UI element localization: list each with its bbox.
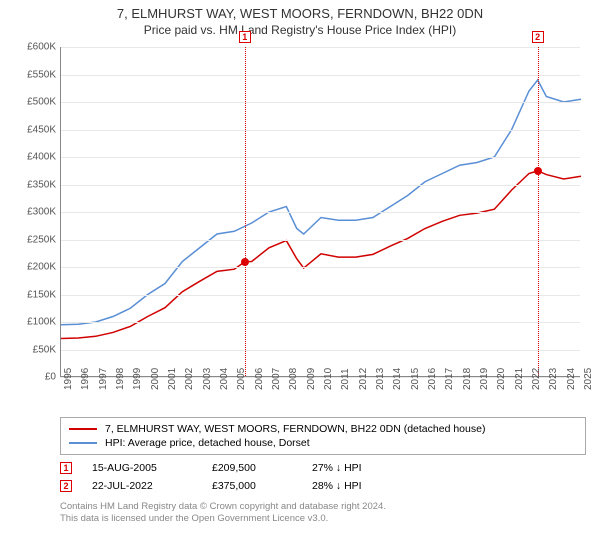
sales-table: 1 15-AUG-2005 £209,500 27% ↓ HPI 2 22-JUL-202… [60, 459, 586, 495]
x-axis-label: 2021 [514, 368, 525, 390]
footer-line1: Contains HM Land Registry data © Crown c… [60, 501, 586, 513]
sale-price: £209,500 [212, 462, 292, 474]
chart-header: 7, ELMHURST WAY, WEST MOORS, FERNDOWN, B… [0, 0, 600, 41]
x-axis-label: 2025 [583, 368, 594, 390]
sale-hpi: 27% ↓ HPI [312, 462, 412, 474]
x-axis-label: 2010 [323, 368, 334, 390]
marker-vline [245, 47, 246, 376]
x-axis-label: 2003 [202, 368, 213, 390]
x-axis-label: 2015 [410, 368, 421, 390]
x-axis-label: 2011 [340, 368, 351, 390]
y-axis-label: £400K [27, 152, 56, 163]
legend-label: HPI: Average price, detached house, Dors… [105, 437, 310, 449]
y-axis-label: £300K [27, 207, 56, 218]
marker-vline [538, 47, 539, 376]
x-axis-label: 2002 [184, 368, 195, 390]
x-axis-label: 2006 [254, 368, 265, 390]
legend-item: HPI: Average price, detached house, Dors… [69, 436, 577, 450]
footer-line2: This data is licensed under the Open Gov… [60, 513, 586, 525]
sale-row: 2 22-JUL-2022 £375,000 28% ↓ HPI [60, 477, 586, 495]
marker-dot [241, 258, 249, 266]
y-axis-label: £250K [27, 234, 56, 245]
legend-label: 7, ELMHURST WAY, WEST MOORS, FERNDOWN, B… [105, 423, 485, 435]
x-axis-label: 2009 [306, 368, 317, 390]
series-hpi [61, 80, 581, 325]
x-axis-label: 2007 [271, 368, 282, 390]
x-axis-label: 2014 [392, 368, 403, 390]
sale-marker: 1 [60, 462, 72, 474]
legend-swatch [69, 428, 97, 430]
marker-box: 2 [532, 31, 544, 43]
x-axis-label: 2017 [444, 368, 455, 390]
marker-dot [534, 167, 542, 175]
series-property [61, 171, 581, 339]
y-axis-label: £150K [27, 289, 56, 300]
sale-row: 1 15-AUG-2005 £209,500 27% ↓ HPI [60, 459, 586, 477]
x-axis-label: 2016 [427, 368, 438, 390]
x-axis-label: 1998 [115, 368, 126, 390]
x-axis-label: 2018 [462, 368, 473, 390]
plot-region: 12 [60, 47, 580, 377]
sale-date: 15-AUG-2005 [92, 462, 192, 474]
x-axis-label: 2000 [150, 368, 161, 390]
sale-date: 22-JUL-2022 [92, 480, 192, 492]
footer-attribution: Contains HM Land Registry data © Crown c… [60, 501, 586, 526]
y-axis-label: £550K [27, 69, 56, 80]
y-axis-label: £350K [27, 179, 56, 190]
y-axis-label: £200K [27, 262, 56, 273]
x-axis-label: 2001 [167, 368, 178, 390]
y-axis-label: £50K [33, 344, 56, 355]
sale-hpi: 28% ↓ HPI [312, 480, 412, 492]
chart-title: 7, ELMHURST WAY, WEST MOORS, FERNDOWN, B… [0, 6, 600, 21]
y-axis-label: £600K [27, 42, 56, 53]
y-axis-label: £0 [45, 372, 56, 383]
y-axis-label: £450K [27, 124, 56, 135]
x-axis-label: 2004 [219, 368, 230, 390]
x-axis-label: 2019 [479, 368, 490, 390]
sale-price: £375,000 [212, 480, 292, 492]
legend: 7, ELMHURST WAY, WEST MOORS, FERNDOWN, B… [60, 417, 586, 455]
sale-marker: 2 [60, 480, 72, 492]
x-axis-label: 2012 [358, 368, 369, 390]
x-axis-label: 1996 [80, 368, 91, 390]
x-axis-label: 2005 [236, 368, 247, 390]
marker-box: 1 [239, 31, 251, 43]
y-axis-label: £100K [27, 317, 56, 328]
x-axis-label: 1999 [132, 368, 143, 390]
x-axis-label: 2022 [531, 368, 542, 390]
legend-swatch [69, 442, 97, 444]
x-axis-label: 2020 [496, 368, 507, 390]
chart-subtitle: Price paid vs. HM Land Registry's House … [0, 23, 600, 37]
x-axis-label: 2023 [548, 368, 559, 390]
x-axis-label: 2008 [288, 368, 299, 390]
x-axis-label: 2024 [566, 368, 577, 390]
y-axis-label: £500K [27, 97, 56, 108]
x-axis-label: 2013 [375, 368, 386, 390]
x-axis-label: 1997 [98, 368, 109, 390]
legend-item: 7, ELMHURST WAY, WEST MOORS, FERNDOWN, B… [69, 422, 577, 436]
chart-area: 12 £0 £50K £100K £150K £200K £250K £300K £350K £… [10, 41, 590, 411]
x-axis-label: 1995 [63, 368, 74, 390]
